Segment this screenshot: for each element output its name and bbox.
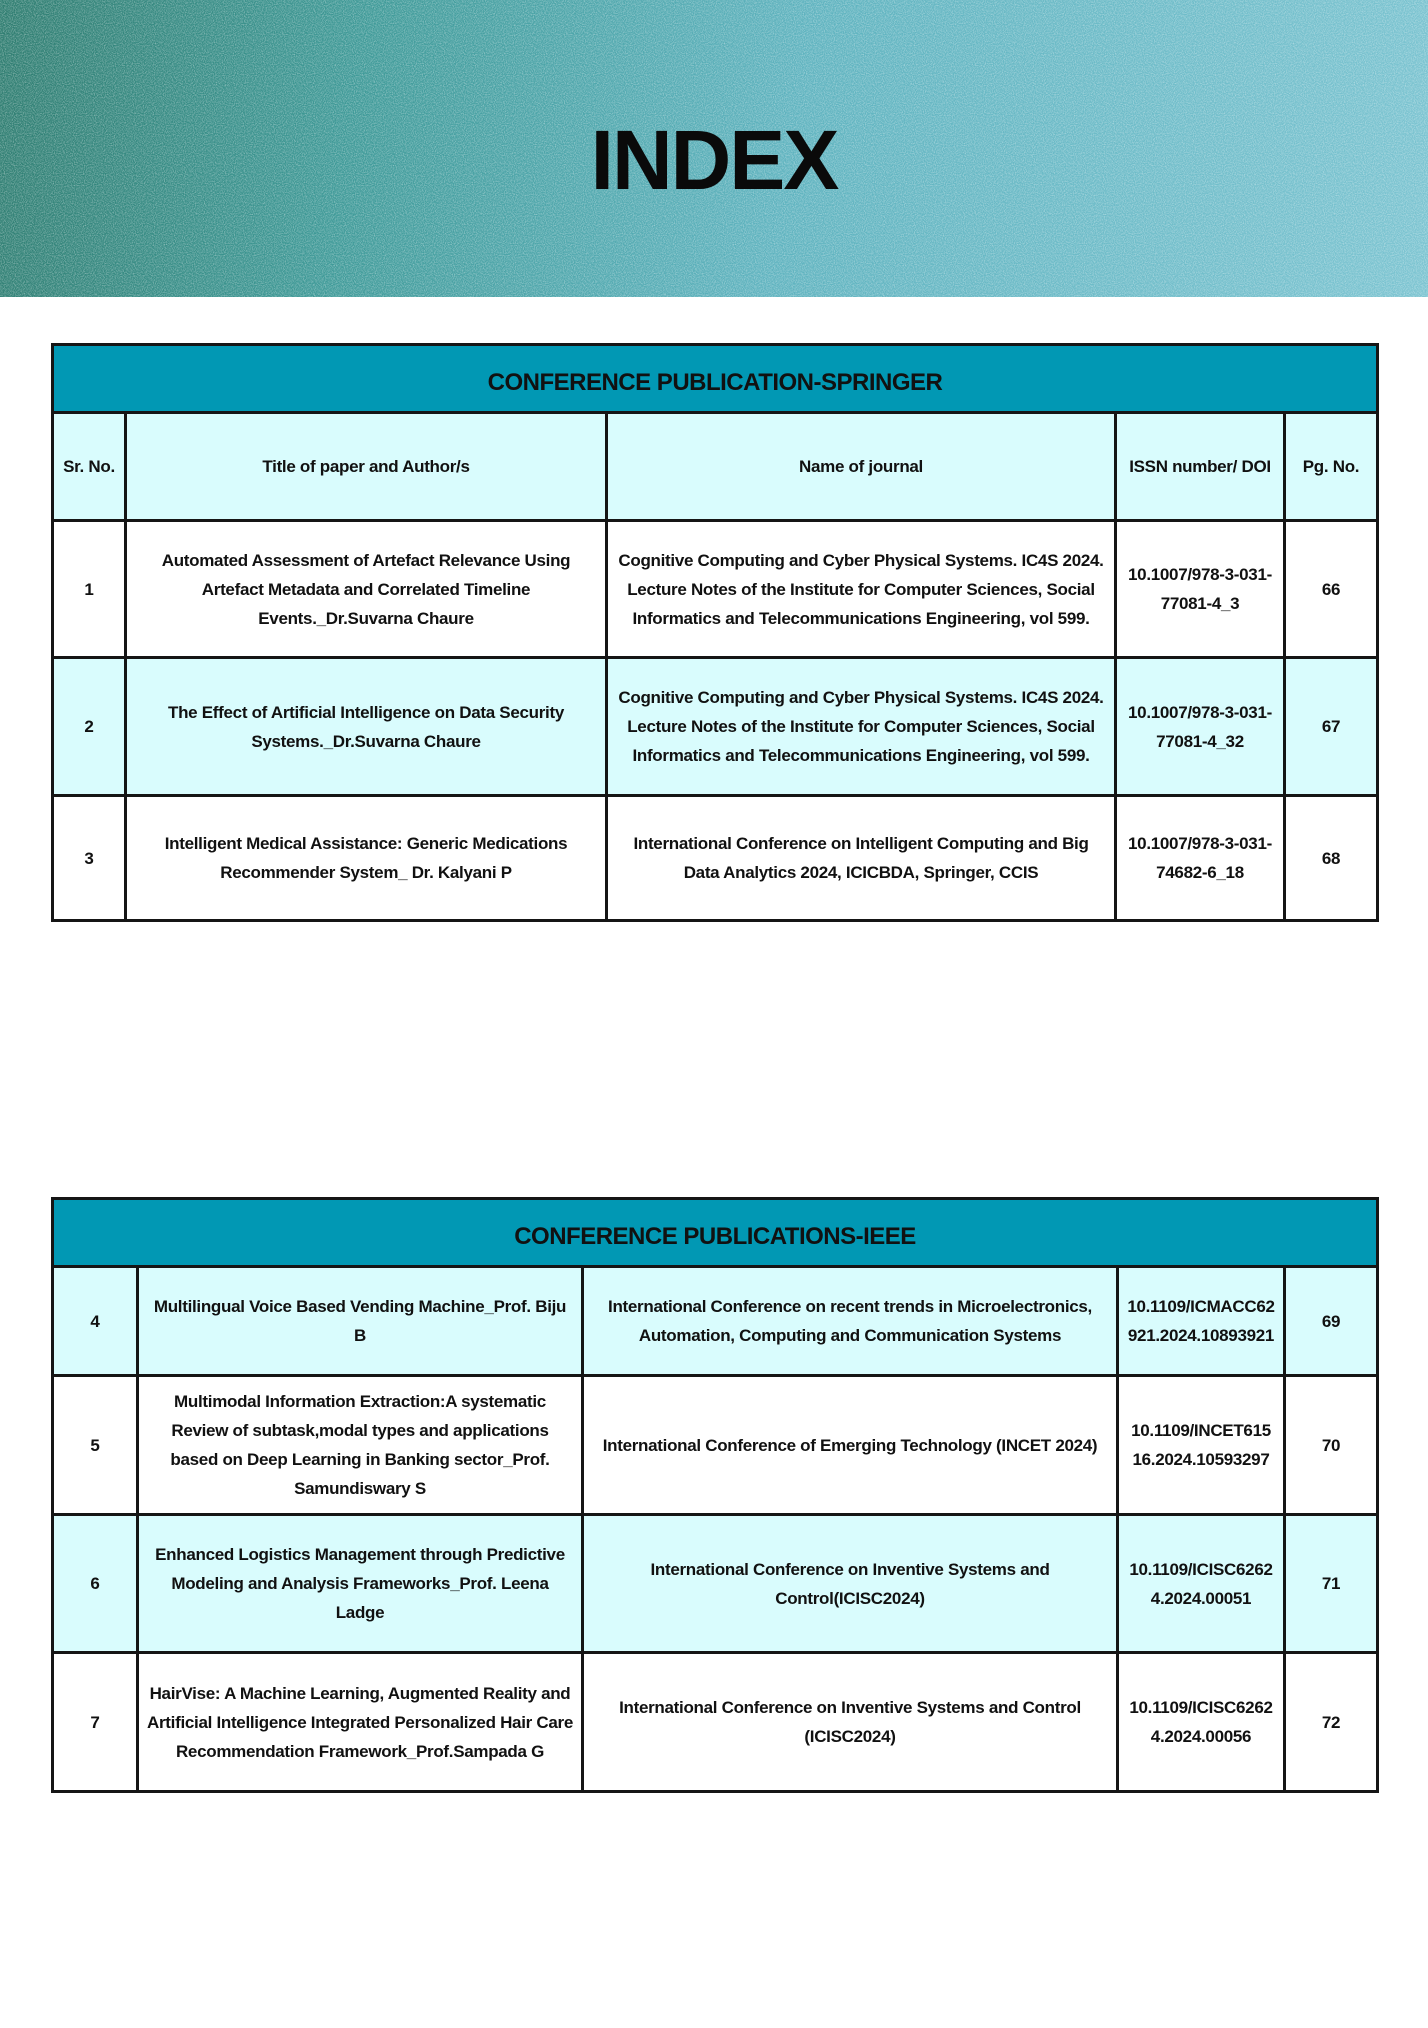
springer-table: CONFERENCE PUBLICATION-SPRINGER Sr. No. … — [51, 343, 1379, 922]
journal-cell: International Conference on Inventive Sy… — [581, 1513, 1119, 1654]
sr-cell: 3 — [51, 794, 127, 922]
table-row: 1 Automated Assessment of Artefact Relev… — [51, 519, 1379, 659]
header-banner: INDEX — [0, 0, 1428, 297]
sr-cell: 2 — [51, 656, 127, 797]
header-doi: ISSN number/ DOI — [1114, 411, 1286, 522]
page-cell: 71 — [1282, 1513, 1380, 1654]
table-row: 5 Multimodal Information Extraction:A sy… — [51, 1374, 1380, 1516]
doi-cell: 10.1109/ICISC62624.2024.00056 — [1116, 1651, 1286, 1793]
header-journal: Name of journal — [605, 411, 1117, 522]
sr-cell: 1 — [51, 519, 127, 659]
title-cell: Intelligent Medical Assistance: Generic … — [124, 794, 608, 922]
title-cell: Enhanced Logistics Management through Pr… — [136, 1513, 584, 1654]
ieee-table: CONFERENCE PUBLICATIONS-IEEE 4 Multiling… — [50, 1197, 1380, 1793]
journal-cell: International Conference of Emerging Tec… — [581, 1374, 1119, 1516]
table-row: 3 Intelligent Medical Assistance: Generi… — [51, 794, 1379, 922]
doi-cell: 10.1109/ICMACC62921.2024.10893921 — [1116, 1265, 1286, 1377]
header-sr: Sr. No. — [51, 411, 127, 522]
title-cell: The Effect of Artificial Intelligence on… — [124, 656, 608, 797]
sr-cell: 5 — [51, 1374, 139, 1516]
section-title: CONFERENCE PUBLICATION-SPRINGER — [51, 343, 1379, 414]
title-cell: Multimodal Information Extraction:A syst… — [136, 1374, 584, 1516]
page-cell: 67 — [1283, 656, 1379, 797]
page-title: INDEX — [590, 113, 840, 207]
sr-cell: 4 — [51, 1265, 139, 1377]
page-cell: 72 — [1282, 1651, 1380, 1793]
section-title: CONFERENCE PUBLICATIONS-IEEE — [50, 1197, 1380, 1268]
table-row: 2 The Effect of Artificial Intelligence … — [51, 656, 1379, 797]
journal-cell: Cognitive Computing and Cyber Physical S… — [605, 519, 1117, 659]
doi-cell: 10.1007/978-3-031-74682-6_18 — [1114, 794, 1286, 922]
title-cell: Multilingual Voice Based Vending Machine… — [136, 1265, 584, 1377]
header-title: Title of paper and Author/s — [124, 411, 608, 522]
title-cell: HairVise: A Machine Learning, Augmented … — [136, 1651, 584, 1793]
doi-cell: 10.1007/978-3-031-77081-4_32 — [1114, 656, 1286, 797]
page-cell: 68 — [1283, 794, 1379, 922]
table-row: 6 Enhanced Logistics Management through … — [51, 1513, 1380, 1654]
table-row: 4 Multilingual Voice Based Vending Machi… — [51, 1265, 1380, 1377]
doi-cell: 10.1109/INCET61516.2024.10593297 — [1116, 1374, 1286, 1516]
doi-cell: 10.1007/978-3-031-77081-4_3 — [1114, 519, 1286, 659]
header-page: Pg. No. — [1283, 411, 1379, 522]
table-row: 7 HairVise: A Machine Learning, Augmente… — [51, 1651, 1380, 1793]
noise-texture — [0, 0, 1428, 297]
page-cell: 66 — [1283, 519, 1379, 659]
sr-cell: 6 — [51, 1513, 139, 1654]
doi-cell: 10.1109/ICISC62624.2024.00051 — [1116, 1513, 1286, 1654]
journal-cell: International Conference on recent trend… — [581, 1265, 1119, 1377]
journal-cell: International Conference on Inventive Sy… — [581, 1651, 1119, 1793]
journal-cell: Cognitive Computing and Cyber Physical S… — [605, 656, 1117, 797]
page-cell: 70 — [1282, 1374, 1380, 1516]
sr-cell: 7 — [51, 1651, 139, 1793]
table-header-row: Sr. No. Title of paper and Author/s Name… — [51, 411, 1379, 522]
journal-cell: International Conference on Intelligent … — [605, 794, 1117, 922]
page-cell: 69 — [1282, 1265, 1380, 1377]
title-cell: Automated Assessment of Artefact Relevan… — [124, 519, 608, 659]
